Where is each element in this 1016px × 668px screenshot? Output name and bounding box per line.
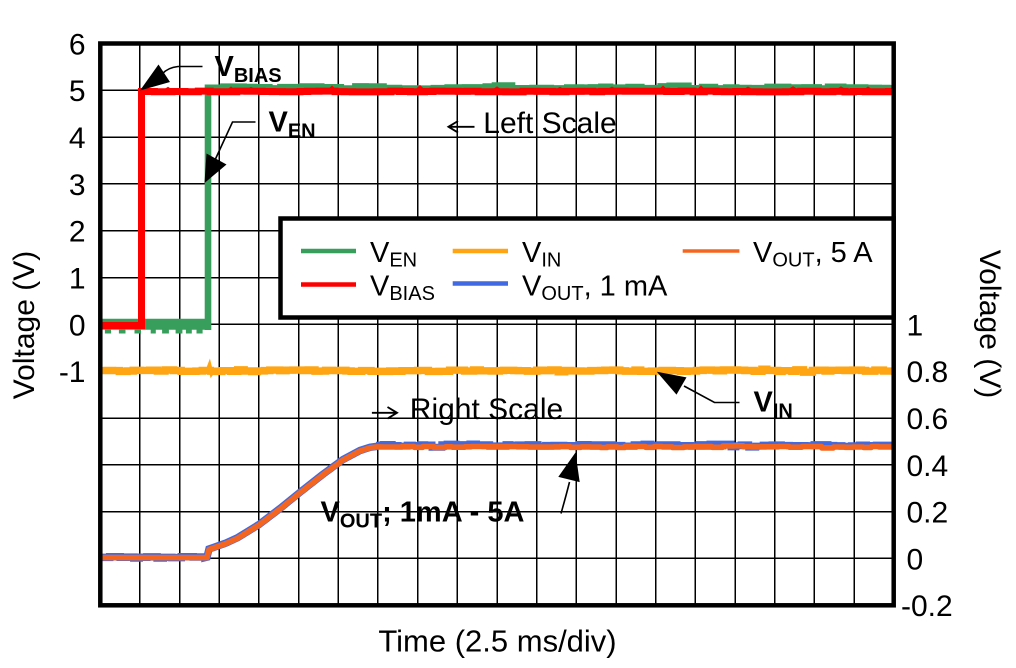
svg-text:5: 5	[69, 75, 86, 108]
svg-text:Time (2.5 ms/div): Time (2.5 ms/div)	[378, 624, 616, 659]
svg-text:1: 1	[69, 262, 86, 295]
svg-text:Right Scale: Right Scale	[410, 393, 563, 426]
svg-text:1: 1	[907, 309, 924, 342]
svg-text:Voltage (V): Voltage (V)	[973, 250, 1006, 398]
svg-text:-1: -1	[59, 356, 86, 389]
svg-text:Left Scale: Left Scale	[483, 107, 616, 140]
svg-text:0.8: 0.8	[907, 356, 949, 389]
svg-text:-0.2: -0.2	[901, 590, 953, 623]
svg-text:Voltage (V): Voltage (V)	[8, 251, 41, 399]
svg-text:6: 6	[69, 28, 86, 61]
svg-text:0: 0	[69, 309, 86, 342]
svg-text:0: 0	[907, 543, 924, 576]
svg-text:VOUT; 1mA - 5A: VOUT; 1mA - 5A	[321, 497, 525, 533]
svg-text:0.6: 0.6	[907, 403, 949, 436]
svg-text:4: 4	[69, 122, 86, 155]
svg-text:2: 2	[69, 216, 86, 249]
svg-text:0.4: 0.4	[907, 450, 949, 483]
svg-text:0.2: 0.2	[907, 497, 949, 530]
svg-text:3: 3	[69, 169, 86, 202]
